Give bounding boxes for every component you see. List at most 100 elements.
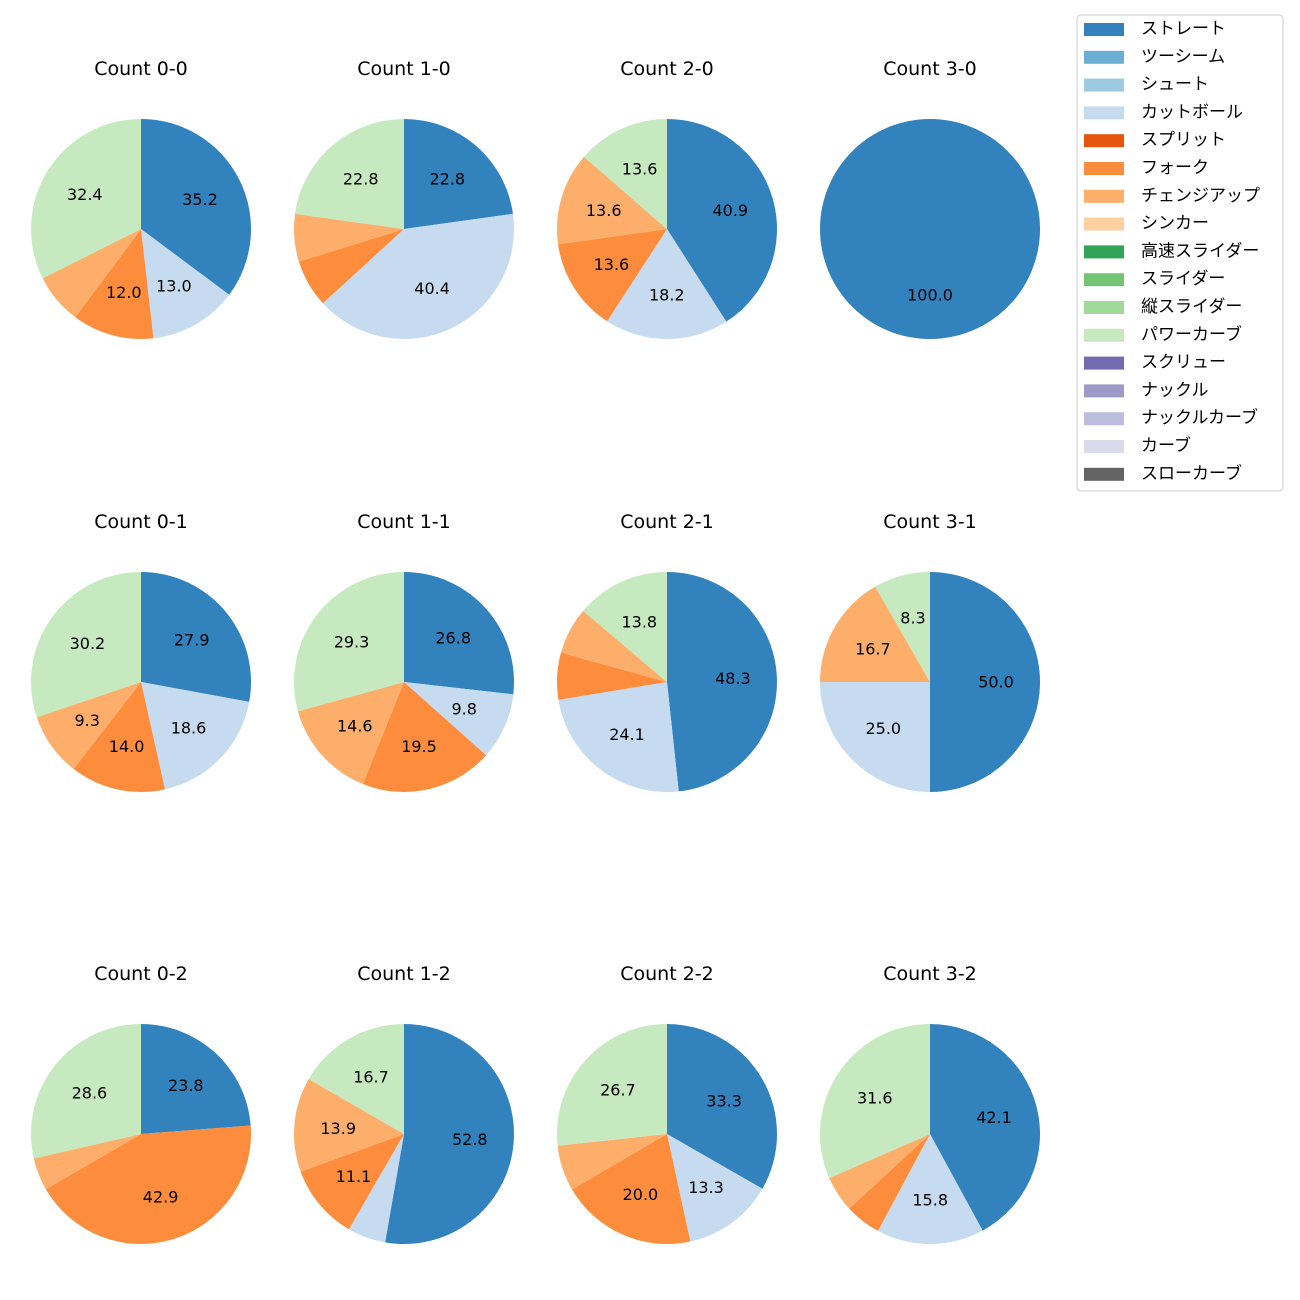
slice-value-label: 100.0 [907, 286, 953, 305]
slice-value-label: 8.3 [900, 609, 925, 628]
legend-swatch [1084, 301, 1124, 314]
slice-value-label: 22.8 [343, 170, 379, 189]
pie-slice-straight [141, 1024, 251, 1134]
slice-value-label: 20.0 [623, 1185, 659, 1204]
legend-item: カットボール [1084, 102, 1243, 122]
legend-swatch [1084, 412, 1124, 426]
pie-slice-fork [298, 229, 404, 304]
slice-value-label: 28.6 [72, 1083, 108, 1102]
pie-slice-changeup [557, 156, 667, 245]
legend-item: スローカーブ [1084, 463, 1242, 484]
slice-value-label: 48.3 [715, 669, 751, 688]
legend-item: ナックルカーブ [1084, 407, 1258, 428]
slice-value-label: 16.7 [855, 639, 891, 658]
pie-slice-cutter [607, 229, 727, 340]
pie-11: Count 2-2 33.3 13.3 20.0 26.7 [557, 963, 778, 1245]
legend-item: シンカー [1084, 214, 1209, 234]
legend-label: スプリット [1141, 130, 1226, 150]
pie-slice-straight [385, 1024, 514, 1244]
slice-value-label: 9.8 [451, 700, 476, 719]
pie-slice-straight [404, 572, 515, 695]
legend-item: 高速スライダー [1084, 241, 1259, 261]
pie-6: Count 1-1 26.8 9.8 19.5 14.6 29.3 [293, 511, 515, 793]
pie-slice-cutter [404, 682, 514, 756]
legend-swatch [1084, 23, 1124, 36]
slice-value-label: 26.8 [435, 629, 471, 648]
pie-slice-cutter [141, 682, 250, 790]
legend-item: フォーク [1084, 158, 1209, 178]
legend-label: チェンジアップ [1141, 186, 1260, 206]
slice-value-label: 18.2 [649, 286, 685, 305]
slice-value-label: 52.8 [452, 1130, 488, 1149]
pie-8: Count 3-1 50.0 25.0 16.7 8.3 [820, 511, 1040, 792]
slice-value-label: 13.6 [586, 201, 622, 220]
slice-value-label: 26.7 [600, 1080, 636, 1099]
legend-item: ナックル [1084, 380, 1209, 400]
legend-label: カットボール [1141, 102, 1243, 122]
pie-slice-power-curve [583, 119, 667, 229]
slice-value-label: 9.3 [74, 711, 99, 730]
pie-slice-fork [75, 229, 154, 340]
pie-slice-power-curve [295, 119, 404, 229]
pie-slice-straight [930, 572, 1040, 792]
legend-swatch [1084, 189, 1124, 203]
pie-slice-straight [404, 119, 513, 229]
legend: ストレートツーシームシュートカットボールスプリットフォークチェンジアップシンカー… [1076, 14, 1284, 492]
pie-title: Count 3-2 [883, 963, 977, 985]
pie-slice-changeup [293, 213, 404, 262]
pie-slice-straight [667, 119, 778, 322]
pie-slice-fork [556, 652, 667, 700]
legend-item: ツーシーム [1084, 47, 1225, 67]
legend-label: 縦スライダー [1141, 297, 1242, 317]
slice-value-label: 11.1 [336, 1167, 372, 1186]
legend-label: パワーカーブ [1141, 324, 1242, 345]
pie-slice-changeup [829, 1134, 930, 1209]
slice-value-label: 13.0 [156, 277, 192, 296]
pie-slice-fork [558, 229, 667, 322]
pie-slice-straight [141, 119, 251, 295]
legend-frame [1076, 14, 1284, 492]
slice-value-label: 14.0 [109, 737, 145, 756]
slice-value-label: 40.4 [414, 279, 450, 298]
pie-2: Count 1-0 22.8 40.4 22.8 [293, 58, 515, 340]
slice-value-label: 23.8 [168, 1076, 204, 1095]
pie-slice-power-curve [875, 572, 930, 682]
slice-value-label: 14.6 [337, 717, 373, 736]
legend-swatch [1084, 273, 1124, 287]
pie-slice-changeup [36, 682, 141, 769]
pie-10: Count 1-2 52.8 11.1 13.9 16.7 [294, 963, 514, 1244]
pie-slice-power-curve [31, 1024, 141, 1159]
pie-title: Count 3-1 [883, 511, 977, 533]
slice-value-label: 13.8 [621, 613, 657, 632]
pie-title: Count 0-2 [94, 963, 188, 985]
pie-slice-cutter [322, 213, 515, 340]
pie-slice-straight [667, 572, 777, 792]
legend-swatch [1084, 328, 1124, 342]
pie-title: Count 1-0 [357, 58, 451, 80]
pie-slice-cutter [348, 1134, 404, 1243]
legend-swatch [1084, 50, 1124, 64]
pie-slice-straight [820, 119, 1040, 339]
legend-swatch [1084, 440, 1124, 453]
pie-grid: Count 0-0 35.2 13.0 12.0 32.4 Count 1-0 22.8 40… [31, 58, 1041, 1245]
legend-label: スクリュー [1141, 353, 1226, 373]
pie-slice-fork [300, 1134, 404, 1230]
pie-9: Count 0-2 23.8 42.9 28.6 [31, 963, 251, 1244]
pie-slice-power-curve [31, 572, 141, 718]
pie-slice-cutter [877, 1134, 983, 1244]
pie-slice-power-curve [308, 1024, 404, 1134]
legend-item: カーブ [1084, 435, 1191, 456]
pie-slice-changeup [820, 586, 930, 682]
slice-value-label: 15.8 [912, 1191, 948, 1210]
pie-slice-cutter [667, 1134, 763, 1242]
legend-label: フォーク [1141, 158, 1209, 178]
pie-slice-fork [73, 682, 165, 793]
slice-value-label: 13.6 [622, 159, 658, 178]
slice-value-label: 12.0 [106, 283, 142, 302]
legend-swatch [1084, 384, 1124, 398]
slice-value-label: 31.6 [857, 1088, 893, 1107]
pie-title: Count 1-2 [357, 963, 451, 985]
slice-value-label: 22.8 [429, 170, 465, 189]
legend-label: スライダー [1141, 269, 1225, 289]
pie-slice-power-curve [583, 572, 667, 682]
